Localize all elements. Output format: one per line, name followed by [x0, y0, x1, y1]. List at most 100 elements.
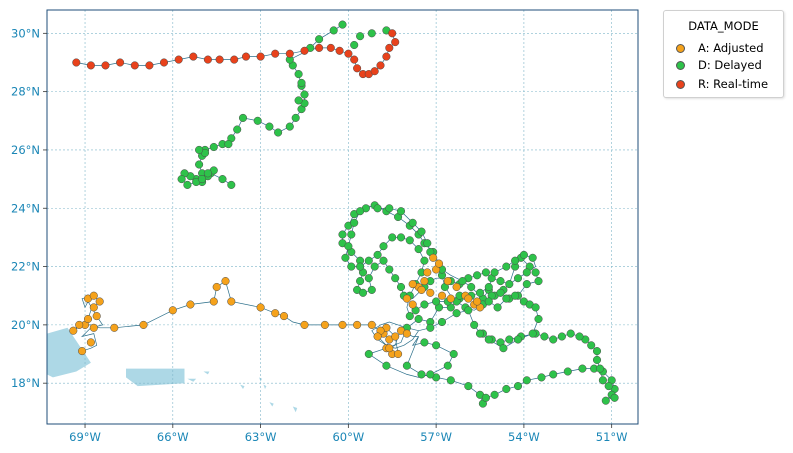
adjusted-position-marker [279, 312, 289, 321]
adjusted-position-marker [473, 297, 482, 306]
delayed-position-marker [499, 344, 508, 353]
delayed-position-marker [601, 396, 610, 405]
delayed-position-marker [578, 364, 587, 373]
land-polygon [263, 384, 267, 389]
delayed-position-marker [537, 373, 546, 382]
realtime-position-marker [116, 58, 125, 67]
adjusted-position-marker [402, 329, 411, 338]
land-polygon [47, 327, 91, 378]
land-polygon [292, 406, 298, 413]
delayed-position-marker [426, 370, 435, 379]
delayed-position-marker [382, 361, 391, 370]
delayed-position-marker [379, 256, 388, 265]
realtime-position-marker [230, 55, 239, 64]
longitude-tick-label: 54°W [508, 430, 540, 444]
latitude-tick-label: 26°N [11, 143, 40, 157]
delayed-position-marker [511, 256, 520, 265]
adjusted-position-marker [86, 338, 95, 347]
delayed-position-marker [203, 169, 212, 178]
delayed-position-marker [224, 140, 233, 149]
delayed-position-marker [420, 338, 429, 347]
delayed-position-marker [367, 29, 376, 38]
latitude-tick-label: 30°N [11, 26, 40, 40]
land-polygon [187, 378, 197, 382]
delayed-position-marker [373, 204, 382, 213]
realtime-position-marker [335, 46, 344, 55]
adjusted-position-marker [110, 323, 119, 332]
delayed-position-marker [484, 297, 493, 306]
delayed-position-marker [414, 314, 423, 324]
delayed-position-marker [338, 230, 347, 239]
delayed-position-marker [198, 175, 207, 184]
adjusted-position-marker [408, 300, 417, 309]
realtime-position-marker [285, 49, 294, 58]
delayed-position-marker [540, 332, 549, 341]
delayed-position-marker [405, 236, 414, 245]
delayed-position-marker [356, 262, 365, 271]
delayed-position-marker [481, 268, 490, 277]
delayed-position-marker [610, 393, 619, 402]
delayed-position-marker [528, 329, 537, 338]
adjusted-position-marker [426, 288, 435, 297]
delayed-position-marker [490, 390, 499, 399]
delayed-position-marker [356, 277, 365, 286]
delayed-position-marker [502, 384, 511, 394]
adjusted-position-marker [300, 320, 309, 329]
delayed-position-marker [592, 355, 602, 364]
delayed-position-marker [470, 320, 479, 329]
adjusted-position-marker [69, 326, 78, 335]
delayed-position-marker [511, 291, 520, 300]
realtime-position-marker [385, 43, 394, 52]
delayed-position-marker [285, 122, 294, 131]
delayed-position-marker [356, 32, 365, 41]
delayed-position-marker [446, 376, 455, 385]
delayed-position-marker [209, 142, 218, 152]
latitude-ticks: 18°N 20°N 22°N 24°N 26°N 28°N 30°N [11, 26, 47, 390]
adjusted-position-marker [373, 332, 382, 341]
longitude-tick-label: 69°W [69, 430, 101, 444]
delayed-position-marker [388, 233, 397, 242]
adjusted-position-marker [78, 347, 87, 356]
adjusted-position-marker [271, 309, 280, 318]
delayed-position-marker [420, 300, 429, 309]
delayed-position-marker [177, 175, 186, 184]
realtime-position-marker [203, 55, 212, 64]
longitude-tick-label: 57°W [420, 430, 452, 444]
delayed-position-marker [294, 70, 303, 79]
adjusted-position-marker [423, 268, 432, 277]
realtime-position-marker [174, 55, 183, 64]
delayed-position-marker [493, 303, 502, 312]
adjusted-position-marker [437, 291, 447, 300]
legend-label-adjusted: A: Adjusted [698, 41, 764, 55]
adjusted-position-marker [385, 344, 394, 353]
delayed-position-marker [233, 125, 242, 134]
delayed-position-marker [563, 367, 572, 376]
latitude-tick-label: 22°N [11, 260, 40, 274]
delayed-position-marker [437, 317, 447, 327]
delayed-position-marker [329, 26, 338, 35]
map-frame [46, 9, 639, 425]
delayed-position-marker [595, 364, 605, 373]
realtime-position-marker [130, 61, 139, 70]
realtime-position-marker [215, 55, 224, 64]
land-layer [47, 327, 298, 413]
realtime-position-marker [189, 52, 198, 61]
latitude-tick-label: 20°N [11, 318, 40, 332]
delayed-position-marker [557, 332, 566, 341]
adjusted-position-marker [367, 320, 376, 329]
delayed-position-marker [358, 288, 368, 297]
realtime-position-marker [391, 38, 400, 47]
adjusted-position-marker [420, 277, 429, 286]
delayed-position-marker [502, 262, 511, 271]
delayed-position-marker [420, 256, 429, 265]
delayed-position-marker [414, 245, 423, 254]
delayed-position-marker [513, 382, 523, 391]
adjusted-position-marker [446, 294, 455, 303]
delayed-position-marker [417, 370, 426, 379]
delayed-position-marker [350, 40, 359, 50]
adjusted-position-marker [417, 285, 426, 294]
adjusted-position-marker [168, 306, 177, 315]
adjusted-position-marker [212, 282, 221, 292]
adjusted-position-marker [186, 300, 195, 309]
